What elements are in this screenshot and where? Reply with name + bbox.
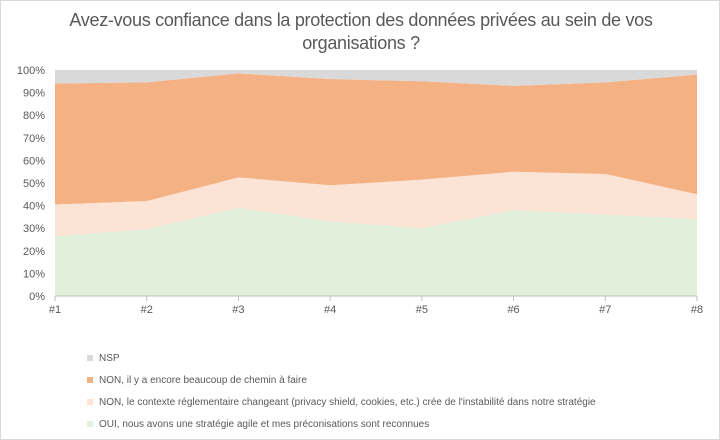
legend-swatch: [87, 399, 93, 405]
y-axis-ticks: 0% 10% 20% 30% 40% 50% 60% 70% 80% 90% 100%: [17, 65, 45, 303]
x-tick-label: #2: [141, 304, 153, 316]
y-tick-label: 80%: [23, 110, 45, 122]
legend-item: NON, il y a encore beaucoup de chemin à …: [87, 369, 596, 391]
x-tick-label: #1: [49, 304, 61, 316]
area-series-group: [55, 70, 697, 296]
y-tick-label: 100%: [17, 65, 45, 77]
y-tick-label: 70%: [23, 133, 45, 145]
legend-label: OUI, nous avons une stratégie agile et m…: [99, 418, 430, 430]
legend-swatch: [87, 377, 93, 383]
legend-label: NON, le contexte réglementaire changeant…: [99, 396, 596, 408]
area-series-2: [55, 171, 697, 237]
legend-label: NON, il y a encore beaucoup de chemin à …: [99, 374, 307, 386]
y-tick-label: 90%: [23, 88, 45, 100]
x-tick-label: #5: [416, 304, 428, 316]
x-tick-label: #4: [324, 304, 336, 316]
legend-item: NON, le contexte réglementaire changeant…: [87, 391, 596, 413]
area-series-1: [55, 207, 697, 296]
x-axis-ticks: #1 #2 #3 #4 #5 #6 #7 #8: [49, 296, 703, 316]
legend-label: NSP: [99, 352, 120, 364]
x-tick-label: #8: [691, 304, 703, 316]
y-tick-label: 10%: [23, 268, 45, 280]
x-tick-label: #3: [232, 304, 244, 316]
y-tick-label: 50%: [23, 178, 45, 190]
legend-swatch: [87, 421, 93, 427]
area-series-4: [55, 70, 697, 86]
y-tick-label: 20%: [23, 246, 45, 258]
area-series-3: [55, 73, 697, 205]
legend-item: OUI, nous avons une stratégie agile et m…: [87, 413, 596, 435]
y-tick-label: 0%: [29, 291, 45, 303]
y-tick-label: 30%: [23, 223, 45, 235]
legend-item: NSP: [87, 347, 596, 369]
legend: NSP NON, il y a encore beaucoup de chemin…: [87, 347, 596, 435]
x-tick-label: #7: [599, 304, 611, 316]
y-tick-label: 60%: [23, 155, 45, 167]
legend-swatch: [87, 355, 93, 361]
x-tick-label: #6: [507, 304, 519, 316]
chart-title: Avez-vous confiance dans la protection d…: [69, 10, 653, 53]
y-tick-label: 40%: [23, 201, 45, 213]
